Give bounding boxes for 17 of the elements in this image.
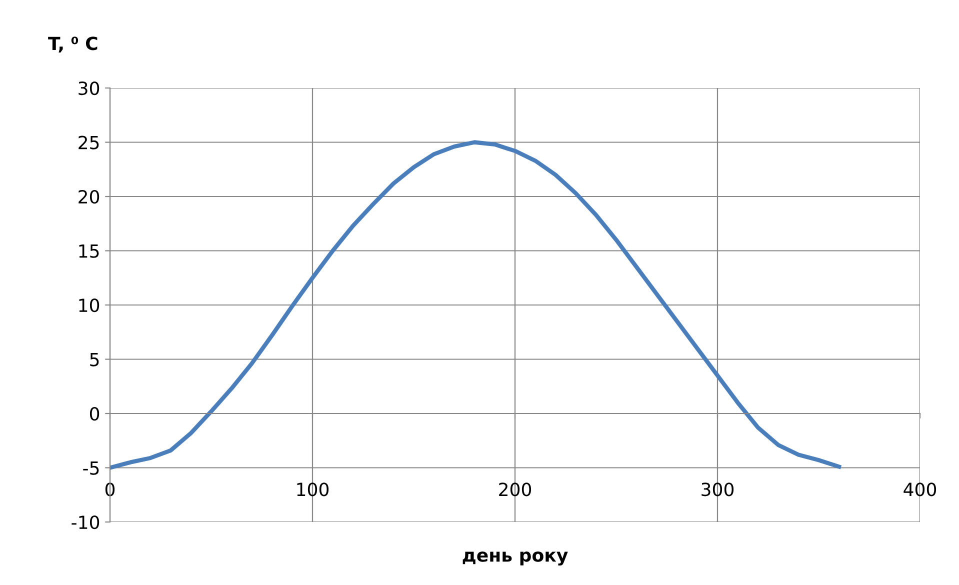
y-tick-label: 30 [78, 81, 100, 96]
x-axis-title: день року [462, 552, 568, 566]
line-series [110, 140, 842, 470]
y-axis-title: T, ⁰ C [48, 36, 98, 53]
y-tick-label: 25 [78, 136, 99, 150]
y-tick-label: 5 [90, 352, 99, 366]
y-tick-label: 20 [78, 190, 100, 204]
x-tick-label: 300 [702, 482, 734, 496]
y-tick-label: 0 [90, 406, 100, 421]
x-tick-label: 200 [499, 482, 532, 496]
y-tick-label: -5 [83, 461, 99, 475]
x-tick-label: 0 [105, 482, 115, 496]
y-tick-label: 10 [79, 298, 100, 312]
y-tick-label: 15 [79, 244, 99, 258]
x-tick-label: 400 [904, 482, 936, 496]
y-tick-label: -10 [72, 515, 100, 530]
x-tick-label: 100 [297, 482, 329, 496]
